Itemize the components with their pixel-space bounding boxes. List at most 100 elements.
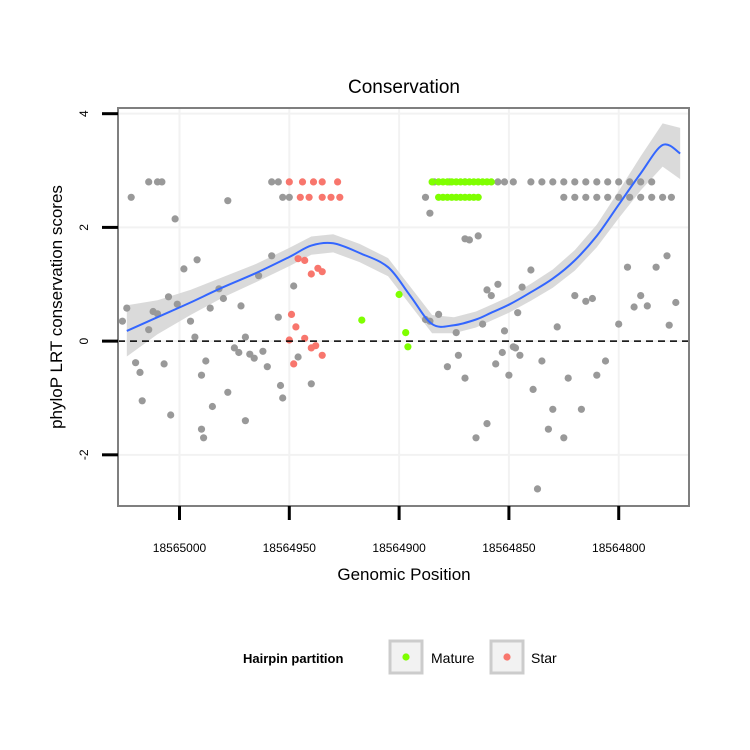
point-other-35 <box>582 193 590 201</box>
legend-dot-star <box>503 653 511 661</box>
point-other-79 <box>290 282 298 290</box>
point-other-95 <box>483 420 491 428</box>
y-axis-title: phyloP LRT conservation scores <box>47 185 66 429</box>
point-other-57 <box>191 333 199 341</box>
point-other-102 <box>505 371 513 379</box>
point-other-120 <box>588 294 597 303</box>
point-other-62 <box>208 402 216 411</box>
point-other-71 <box>250 354 258 362</box>
point-other-106 <box>516 351 524 359</box>
point-other-59 <box>200 434 208 442</box>
legend-title: Hairpin partition <box>243 651 343 666</box>
x-tick-label-1: 18564950 <box>263 541 317 555</box>
point-other-15 <box>421 193 430 201</box>
point-other-10 <box>268 178 276 186</box>
point-other-129 <box>663 252 671 260</box>
point-star-0 <box>285 178 293 186</box>
point-other-66 <box>230 344 238 352</box>
point-other-29 <box>615 178 623 186</box>
point-other-69 <box>241 417 249 425</box>
point-star-4 <box>334 178 342 186</box>
point-other-20 <box>509 178 517 186</box>
point-other-7 <box>197 371 206 379</box>
point-other-68 <box>237 302 245 310</box>
point-other-48 <box>138 397 146 405</box>
point-other-26 <box>582 178 590 186</box>
point-other-118 <box>577 405 586 413</box>
point-star-2 <box>309 178 318 186</box>
point-other-43 <box>667 193 676 201</box>
point-other-89 <box>461 374 469 382</box>
point-other-44 <box>118 317 126 325</box>
point-other-121 <box>593 371 601 379</box>
point-other-101 <box>500 327 509 335</box>
point-star-16 <box>292 323 300 331</box>
point-other-74 <box>263 363 271 371</box>
point-other-84 <box>435 310 443 318</box>
point-other-21 <box>527 178 535 186</box>
point-star-10 <box>294 255 302 263</box>
point-other-24 <box>560 178 568 186</box>
point-mature-0 <box>428 178 436 186</box>
point-mature-23 <box>474 193 482 201</box>
point-other-122 <box>601 357 610 365</box>
point-other-28 <box>604 178 612 186</box>
point-other-46 <box>132 359 140 367</box>
point-star-18 <box>290 360 298 368</box>
point-other-91 <box>465 236 473 244</box>
legend-label-star: Star <box>531 650 557 666</box>
point-other-4 <box>171 215 179 223</box>
point-other-23 <box>549 178 557 186</box>
smooth-line-layer <box>126 143 681 332</box>
point-other-94 <box>479 320 487 328</box>
point-other-77 <box>276 381 285 390</box>
x-axis-title: Genomic Position <box>337 565 470 584</box>
point-other-87 <box>452 329 460 337</box>
point-other-111 <box>538 357 546 365</box>
point-other-127 <box>643 302 651 310</box>
point-other-52 <box>160 360 168 368</box>
point-other-116 <box>564 374 572 382</box>
point-mature-25 <box>395 290 403 299</box>
point-other-72 <box>255 272 263 280</box>
point-other-107 <box>518 283 526 291</box>
point-other-37 <box>604 193 612 201</box>
point-other-38 <box>615 193 623 201</box>
point-star-21 <box>312 342 320 350</box>
point-other-11 <box>274 178 282 186</box>
point-other-75 <box>268 252 276 260</box>
legend-label-mature: Mature <box>431 650 475 666</box>
point-other-92 <box>472 434 480 442</box>
series-mature <box>358 178 495 351</box>
chart-title: Conservation <box>348 77 460 98</box>
point-other-5 <box>180 265 188 273</box>
point-star-15 <box>287 310 296 318</box>
point-other-6 <box>193 256 201 264</box>
point-other-125 <box>630 303 638 311</box>
point-star-12 <box>307 270 315 278</box>
point-other-31 <box>637 178 645 186</box>
series-other <box>118 178 680 493</box>
point-other-80 <box>294 353 302 361</box>
point-other-33 <box>560 193 568 201</box>
x-tick-label-3: 18564850 <box>482 541 536 555</box>
x-axis: 18565000 18564950 18564900 18564850 18564800 <box>153 506 646 555</box>
point-other-128 <box>652 263 660 271</box>
point-star-9 <box>336 193 344 201</box>
point-star-11 <box>301 256 309 264</box>
point-other-42 <box>659 193 667 201</box>
point-other-126 <box>637 292 645 300</box>
point-other-108 <box>527 266 535 274</box>
point-other-114 <box>553 323 561 331</box>
point-other-56 <box>186 317 195 325</box>
point-other-47 <box>136 368 144 376</box>
point-other-124 <box>623 263 632 271</box>
legend-dot-mature <box>402 653 410 661</box>
point-other-54 <box>167 411 175 419</box>
point-other-3 <box>158 178 166 186</box>
point-other-81 <box>307 380 315 388</box>
point-other-64 <box>219 294 227 303</box>
point-star-6 <box>305 193 313 201</box>
points-layer <box>118 178 680 493</box>
